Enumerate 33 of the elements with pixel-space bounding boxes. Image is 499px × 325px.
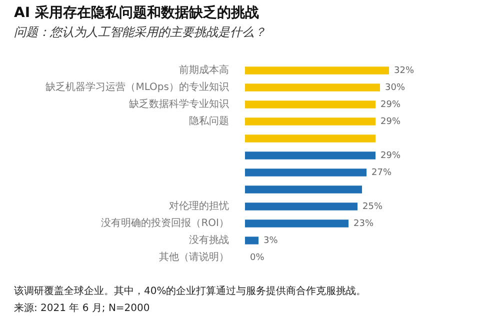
y-tick-label: 对伦理的担忧	[169, 200, 229, 212]
y-tick-label: 其他（请说明）	[159, 251, 229, 264]
y-tick-label: 隐私问题	[189, 115, 229, 128]
text: 问题：您认为人工智能采用的主要挑战是什么？	[14, 24, 266, 41]
y-tick-label: 没有挑战	[189, 234, 229, 246]
data-label: 0%	[250, 252, 265, 263]
data-label: 29%	[380, 116, 401, 127]
bar	[245, 134, 376, 142]
y-tick-label: 没有明确的投资回报（ROI）	[101, 217, 229, 230]
data-label: 30%	[385, 82, 406, 93]
data-label: 3%	[264, 236, 278, 246]
source-note: 来源: 2021 年 6 月; N=2000	[14, 302, 151, 316]
chart-title: AI 采用存在隐私问题和数据缺乏的挑战	[14, 4, 259, 22]
bar	[245, 236, 258, 244]
data-label: 32%	[394, 66, 414, 76]
data-label: 25%	[362, 202, 383, 212]
data-label: 29%	[380, 150, 401, 161]
data-label: 29%	[380, 100, 401, 110]
data-label: 27%	[372, 168, 392, 178]
data-label: 23%	[354, 218, 374, 229]
bar	[245, 168, 366, 176]
bar	[245, 66, 389, 74]
y-tick-label: 缺乏机器学习运营（MLOps）的专业知识	[46, 81, 229, 94]
bar	[245, 100, 376, 108]
bar	[245, 152, 376, 160]
bar	[245, 84, 380, 92]
text: 该调研覆盖全球企业。其中，40%的企业打算通过与服务提供商合作克服挑战。	[14, 284, 366, 299]
bar	[245, 202, 358, 210]
bar	[245, 220, 348, 228]
bar	[245, 118, 376, 126]
y-tick-label: 缺乏数据科学专业知识	[129, 98, 229, 110]
y-tick-label: 前期成本高	[179, 64, 229, 76]
bar	[245, 186, 362, 194]
